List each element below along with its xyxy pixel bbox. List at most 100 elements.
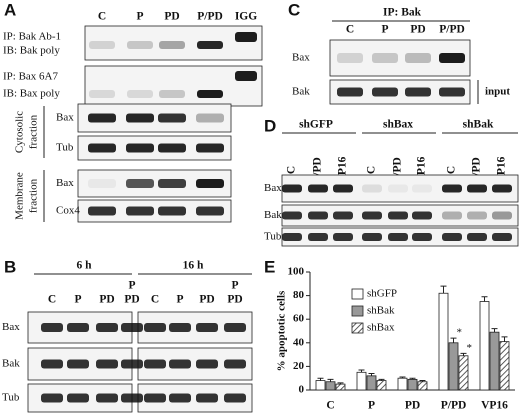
legend-swatch [351,322,364,334]
error-bar [440,285,447,294]
bar [325,381,336,391]
band [467,184,487,193]
x-tick-label: PD [405,400,420,412]
panel-label: D [264,116,276,135]
band [308,233,328,241]
row-label: Cox4 [56,205,80,217]
blot-label: IP: Bax 6A7 [3,71,59,83]
lane-label: C [98,11,106,23]
lane-label: PD [199,294,214,306]
group-label: 16 h [183,260,204,272]
legend-swatch [351,288,364,300]
y-axis-title: % apoptotic cells [276,290,288,371]
fraction-label: fraction [28,114,40,149]
band [196,179,224,188]
lane-label: PD [410,24,425,36]
row-label: Bax [264,182,282,194]
y-tick-label: 40 [293,336,305,348]
band [144,393,166,403]
error-bar [399,376,406,379]
band [41,359,63,369]
lane-label: C [446,166,458,174]
band [388,211,408,220]
row-label: Tub [56,142,74,154]
band [362,184,382,193]
bar [448,342,459,391]
error-bar [317,377,324,381]
band [282,211,302,220]
fraction-label: Cytosolic [14,111,26,153]
band [88,179,116,188]
error-bar [378,378,385,381]
band [439,87,465,97]
bar [438,292,449,391]
band [144,323,166,332]
y-tick-label: 100 [288,266,305,278]
group-label: shBak [463,119,494,131]
panel-label: C [288,0,300,19]
lane-label: PD [99,294,114,306]
band [169,393,191,403]
band [169,359,191,369]
band [235,32,257,42]
bar [397,377,408,391]
panel-label: E [264,257,275,276]
blot [84,25,263,61]
error-bar [358,369,365,373]
lane-label: C [366,166,378,174]
error-bar [409,377,416,380]
row-label: Bak [264,209,282,221]
lane-label: PD [227,294,242,306]
error-bar [501,336,508,342]
band [126,206,154,216]
lane-label: PD [164,11,179,23]
group-label: 6 h [76,260,92,272]
error-bar [327,378,334,382]
band [333,233,353,241]
row-label: Bax [292,52,310,64]
band [88,143,116,153]
band [121,359,143,369]
row-label: Bax [2,321,20,333]
ip-header: IP: Bak [383,7,422,19]
band [412,233,432,241]
lane-label: P [128,280,135,292]
band [197,41,223,49]
legend-label: shBak [367,305,395,317]
band [67,323,89,332]
bar [499,341,510,391]
input-label: input [485,86,510,98]
bar [376,380,387,391]
blot [84,65,263,107]
significance-mark: * [457,327,463,339]
band [337,53,363,63]
fraction-label: Membrane [14,172,26,220]
bar [458,355,469,391]
error-bar [419,380,426,382]
band [282,233,302,241]
band [333,184,353,193]
lane-label: P/PD [439,24,465,36]
lane-label: C [48,294,56,306]
lane-label: P [381,24,388,36]
band [96,323,118,332]
band [88,206,116,216]
lane-label: IGG [235,11,257,23]
lane-label: C [151,294,159,306]
bar [366,375,377,391]
row-label: Tub [264,231,282,243]
x-tick-label: C [326,400,334,412]
band [67,393,89,403]
y-tick-label: 20 [293,360,305,372]
band [127,41,153,49]
legend-swatch [351,305,364,317]
lane-label: P [136,11,143,23]
lane-label: P [74,294,81,306]
group-label: shGFP [299,119,333,131]
band [126,143,154,153]
band [89,90,115,98]
bar [489,331,500,391]
band [158,179,186,188]
lane-label: P [231,280,238,292]
legend-label: shGFP [367,288,397,300]
